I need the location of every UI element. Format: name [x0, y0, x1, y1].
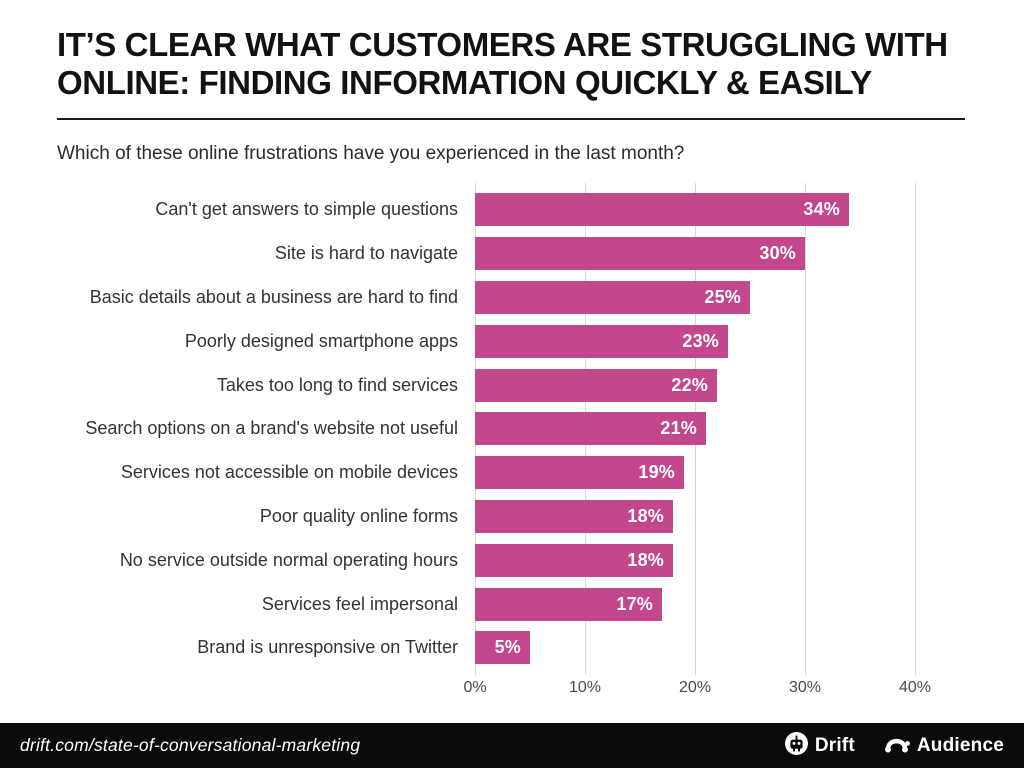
bar-track: 21% [475, 412, 915, 446]
bar-value-label: 18% [627, 505, 664, 526]
bar-track: 19% [475, 456, 915, 490]
drift-logo-text: Drift [814, 734, 855, 756]
bar-row: Search options on a brand's website not … [57, 407, 917, 451]
category-label: Poorly designed smartphone apps [184, 330, 458, 351]
footer-logos: Drift Audience [784, 731, 1004, 761]
bar: 30% [475, 237, 805, 271]
gridline-30 [805, 183, 806, 675]
category-label: Search options on a brand's website not … [85, 418, 458, 439]
bar-rows: Can't get answers to simple questions 34%… [57, 188, 917, 670]
page-title: IT’S CLEAR WHAT CUSTOMERS ARE STRUGGLING… [57, 26, 967, 103]
title-divider [57, 117, 965, 120]
audience-monkey-icon [883, 731, 911, 760]
bar: 18% [475, 543, 673, 577]
bar-value-label: 22% [671, 374, 708, 395]
bar-row: Brand is unresponsive on Twitter 5% [57, 626, 917, 670]
category-label: Poor quality online forms [259, 505, 458, 526]
category-label: Site is hard to navigate [274, 243, 458, 264]
bar-row: Services not accessible on mobile device… [57, 451, 917, 495]
bar-track: 5% [475, 631, 915, 665]
bar: 19% [475, 456, 684, 490]
bar: 34% [475, 193, 849, 227]
footer-bar: drift.com/state-of-conversational-market… [0, 723, 1024, 768]
bar-value-label: 18% [627, 549, 664, 570]
bar-value-label: 34% [803, 199, 840, 220]
category-label: Takes too long to find services [216, 374, 458, 395]
bar: 17% [475, 587, 662, 621]
bar-track: 34% [475, 193, 915, 227]
bar-row: Poorly designed smartphone apps 23% [57, 319, 917, 363]
bar-value-label: 19% [638, 462, 675, 483]
bar-track: 18% [475, 499, 915, 533]
bar-value-label: 30% [759, 243, 796, 264]
x-axis-tick: 10% [568, 678, 602, 696]
bar: 5% [475, 631, 530, 665]
drift-logo: Drift [784, 731, 855, 761]
x-axis-tick: 40% [898, 678, 932, 696]
bar-track: 23% [475, 324, 915, 358]
bar-track: 25% [475, 280, 915, 314]
category-label: Basic details about a business are hard … [89, 286, 458, 307]
category-label: Services not accessible on mobile device… [120, 462, 458, 483]
bar-row: Takes too long to find services 22% [57, 363, 917, 407]
header: IT’S CLEAR WHAT CUSTOMERS ARE STRUGGLING… [0, 0, 1024, 165]
drift-bot-icon [784, 731, 809, 761]
category-label: Services feel impersonal [261, 593, 458, 614]
bar-value-label: 5% [494, 637, 521, 658]
page-title-line1: IT’S CLEAR WHAT CUSTOMERS ARE STRUGGLING… [57, 26, 948, 63]
x-axis: 0% 10% 20% 30% 40% [463, 678, 931, 699]
bar-track: 30% [475, 237, 915, 271]
bar-value-label: 17% [616, 593, 653, 614]
bar: 18% [475, 499, 673, 533]
bar-track: 17% [475, 587, 915, 621]
bar-row: Basic details about a business are hard … [57, 276, 917, 320]
bar-row: Can't get answers to simple questions 34% [57, 188, 917, 232]
chart-question: Which of these online frustrations have … [57, 142, 685, 164]
x-axis-tick: 0% [463, 678, 487, 696]
bar-track: 22% [475, 368, 915, 402]
bar-row: No service outside normal operating hour… [57, 538, 917, 582]
x-axis-tick: 30% [788, 678, 822, 696]
bar-row: Site is hard to navigate 30% [57, 232, 917, 276]
bar-track: 18% [475, 543, 915, 577]
category-label: Can't get answers to simple questions [155, 199, 458, 220]
category-label: No service outside normal operating hour… [119, 549, 458, 570]
bar-value-label: 21% [660, 418, 697, 439]
audience-logo-text: Audience [916, 734, 1004, 756]
report-url[interactable]: drift.com/state-of-conversational-market… [20, 735, 361, 755]
bar-value-label: 23% [682, 330, 719, 351]
bar: 22% [475, 368, 717, 402]
audience-logo: Audience [883, 731, 1004, 760]
bar-value-label: 25% [704, 286, 741, 307]
page-title-line2: ONLINE: FINDING INFORMATION QUICKLY & EA… [57, 64, 872, 102]
bar: 23% [475, 324, 728, 358]
x-axis-tick: 20% [678, 678, 712, 696]
bar: 21% [475, 412, 706, 446]
bar-row: Poor quality online forms 18% [57, 495, 917, 539]
bar-chart: Can't get answers to simple questions 34%… [57, 183, 931, 699]
bar: 25% [475, 280, 750, 314]
category-label: Brand is unresponsive on Twitter [197, 637, 458, 658]
gridline-40 [915, 183, 916, 675]
bar-row: Services feel impersonal 17% [57, 582, 917, 626]
